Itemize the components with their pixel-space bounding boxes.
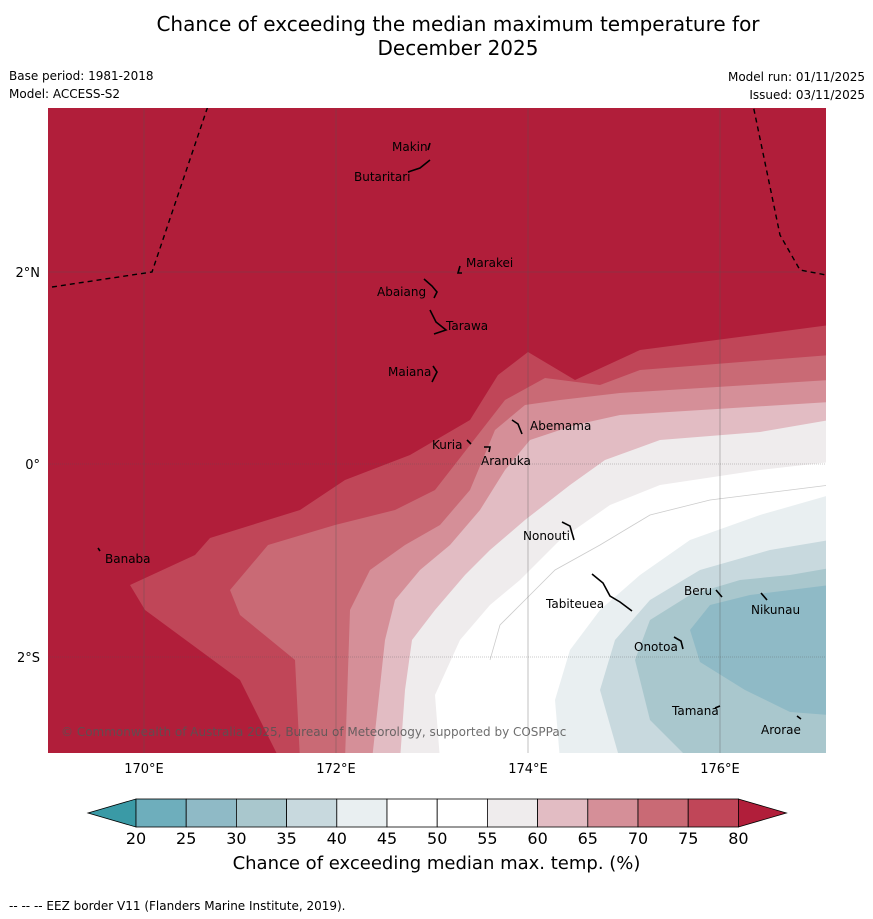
island-label-nonouti: Nonouti bbox=[523, 529, 570, 543]
colorbar-segment bbox=[235, 798, 287, 828]
colorbar-tick-label: 40 bbox=[327, 829, 347, 848]
colorbar-segment bbox=[537, 798, 589, 828]
colorbar-tick-label: 80 bbox=[728, 829, 748, 848]
band-25-30 bbox=[690, 585, 826, 715]
colorbar-segment bbox=[286, 798, 338, 828]
colorbar-tick-label: 65 bbox=[578, 829, 598, 848]
island-label-maiana: Maiana bbox=[388, 365, 431, 379]
base-period: Base period: 1981-2018 bbox=[9, 69, 154, 83]
island-label-tamana: Tamana bbox=[671, 704, 719, 718]
island-shapes bbox=[97, 142, 802, 720]
title-line-2: December 2025 bbox=[377, 36, 539, 60]
island-label-makin: Makin bbox=[392, 140, 428, 154]
island-tabiteuea-shape bbox=[591, 573, 633, 612]
island-nonouti-shape bbox=[561, 521, 575, 541]
lon-ticks: 170°E 172°E 174°E 176°E bbox=[124, 762, 740, 777]
lon-tick-170: 170°E bbox=[124, 762, 164, 777]
probability-field: Makin Butaritari Marakei Abaiang Tarawa … bbox=[48, 108, 826, 753]
colorbar-tick-label: 75 bbox=[678, 829, 698, 848]
island-abemama-shape bbox=[511, 419, 523, 435]
colorbar-segment bbox=[687, 798, 739, 828]
colorbar-segment bbox=[336, 798, 388, 828]
eez-footnote: -- -- -- EEZ border V11 (Flanders Marine… bbox=[9, 899, 346, 913]
colorbar-segment bbox=[185, 798, 237, 828]
chart-title: Chance of exceeding the median maximum t… bbox=[0, 12, 873, 60]
colorbar-segment bbox=[436, 798, 488, 828]
island-arorae-shape bbox=[796, 715, 802, 720]
colorbar-segment bbox=[386, 798, 438, 828]
colorbar-tick-label: 70 bbox=[628, 829, 648, 848]
island-label-tabiteuea: Tabiteuea bbox=[545, 597, 604, 611]
model-run: Model run: 01/11/2025 bbox=[727, 70, 865, 84]
colorbar-tick-label: 50 bbox=[427, 829, 447, 848]
colorbar-extend-low bbox=[86, 798, 137, 828]
colorbar-tick-label: 55 bbox=[477, 829, 497, 848]
copyright-notice: © Commonwealth of Australia 2025, Bureau… bbox=[61, 725, 566, 739]
graticule bbox=[48, 108, 826, 753]
lon-tick-176: 176°E bbox=[700, 762, 740, 777]
colorbar-tick-label: 30 bbox=[226, 829, 246, 848]
lat-tick-2s: 2°S bbox=[17, 651, 40, 666]
island-nikunau-shape bbox=[760, 592, 768, 601]
lat-tick-2n: 2°N bbox=[16, 266, 41, 281]
island-label-marakei: Marakei bbox=[466, 256, 513, 270]
lat-ticks: 2°N 0° 2°S bbox=[16, 266, 41, 666]
model-name: Model: ACCESS-S2 bbox=[9, 87, 121, 101]
colorbar-tick-label: 45 bbox=[377, 829, 397, 848]
island-label-abemama: Abemama bbox=[530, 419, 591, 433]
island-label-onotoa: Onotoa bbox=[634, 640, 678, 654]
island-makin-shape bbox=[427, 142, 431, 151]
lat-tick-0: 0° bbox=[25, 458, 40, 473]
island-label-aranuka: Aranuka bbox=[481, 454, 531, 468]
colorbar-extend-high bbox=[738, 798, 788, 828]
island-label-arorae: Arorae bbox=[761, 723, 801, 737]
eez-border-west bbox=[51, 108, 209, 288]
island-label-butaritari: Butaritari bbox=[354, 170, 411, 184]
island-onotoa-shape bbox=[673, 636, 684, 650]
contour-45 bbox=[489, 485, 826, 661]
island-labels: Makin Butaritari Marakei Abaiang Tarawa … bbox=[105, 140, 801, 737]
colorbar-tick-label: 25 bbox=[176, 829, 196, 848]
issued-date: Issued: 03/11/2025 bbox=[749, 88, 865, 102]
island-abaiang-shape bbox=[423, 278, 438, 299]
island-kuria-shape bbox=[466, 439, 472, 445]
colorbar-title: Chance of exceeding median max. temp. (%… bbox=[232, 853, 641, 874]
island-tarawa-shape bbox=[429, 309, 448, 335]
island-beru-shape bbox=[715, 589, 723, 598]
colorbar-segment bbox=[637, 798, 689, 828]
colorbar-segment bbox=[486, 798, 538, 828]
colorbar-tick-label: 35 bbox=[276, 829, 296, 848]
island-label-banaba: Banaba bbox=[105, 552, 151, 566]
island-aranuka-shape bbox=[484, 446, 491, 453]
eez-border bbox=[51, 108, 826, 288]
eez-border-east bbox=[752, 108, 826, 276]
colorbar-segment bbox=[135, 798, 187, 828]
colorbar-tick-label: 20 bbox=[126, 829, 146, 848]
title-line-1: Chance of exceeding the median maximum t… bbox=[156, 12, 760, 36]
colorbar: 20 25 30 35 40 45 50 55 60 65 70 75 80 bbox=[86, 798, 788, 848]
island-maiana-shape bbox=[431, 365, 438, 383]
island-label-nikunau: Nikunau bbox=[751, 603, 800, 617]
lon-tick-172: 172°E bbox=[316, 762, 356, 777]
colorbar-tick-label: 60 bbox=[527, 829, 547, 848]
island-label-kuria: Kuria bbox=[432, 438, 463, 452]
island-butaritari-shape bbox=[407, 159, 431, 173]
colorbar-segment bbox=[587, 798, 639, 828]
island-label-beru: Beru bbox=[684, 584, 712, 598]
island-banaba-shape bbox=[97, 547, 101, 552]
lon-tick-174: 174°E bbox=[508, 762, 548, 777]
island-label-abaiang: Abaiang bbox=[377, 285, 426, 299]
island-marakei-shape bbox=[456, 265, 462, 274]
island-label-tarawa: Tarawa bbox=[445, 319, 488, 333]
island-tamana-shape bbox=[714, 705, 721, 709]
